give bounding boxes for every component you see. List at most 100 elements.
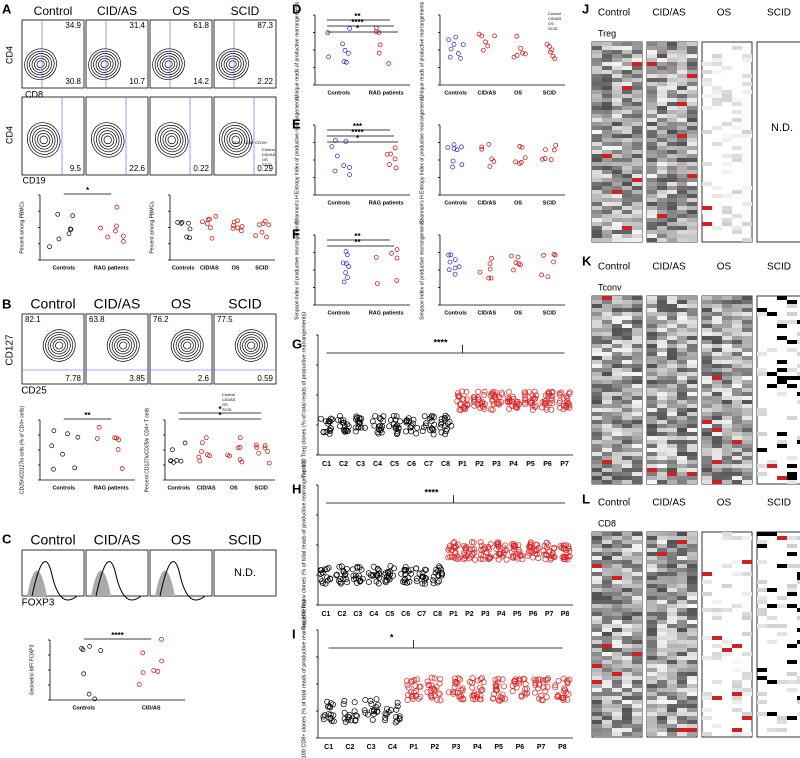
- heatmap-cell: [657, 436, 667, 440]
- heatmap-cell: [657, 720, 667, 724]
- heatmap-cell: [667, 668, 677, 672]
- column-title: OS: [717, 8, 732, 19]
- heatmap-cell: [712, 352, 722, 356]
- heatmap-cell: [712, 612, 722, 616]
- heatmap-cell: [677, 688, 687, 692]
- column-title: OS: [171, 532, 191, 548]
- heatmap-cell: [622, 356, 632, 360]
- label: CID/AS: [478, 90, 497, 96]
- heatmap-cell: [647, 344, 657, 348]
- heatmap-cell: [732, 304, 742, 308]
- heatmap-cell: [602, 464, 612, 468]
- heatmap-cell: [602, 732, 612, 736]
- contour: [182, 341, 192, 350]
- heatmap-cell: [602, 624, 612, 628]
- dot: [488, 267, 492, 271]
- dot: [374, 26, 378, 30]
- heatmap-cell: [712, 360, 722, 364]
- heatmap-cell: [657, 82, 667, 86]
- heatmap-cell: [592, 162, 602, 166]
- heatmap-cell: [687, 564, 697, 568]
- heatmap-cell: [757, 612, 767, 616]
- heatmap-cell: [602, 396, 612, 400]
- heatmap-cell: [602, 628, 612, 632]
- heatmap-cell: [742, 336, 752, 340]
- heatmap-cell: [787, 604, 797, 608]
- heatmap-cell: [612, 636, 622, 640]
- heatmap-cell: [612, 576, 622, 580]
- heatmap-cell: [687, 612, 697, 616]
- heatmap-cell: [647, 150, 657, 154]
- heatmap-cell: [602, 210, 612, 214]
- heatmap-cell: [687, 134, 697, 138]
- heatmap-cell: [647, 90, 657, 94]
- heatmap-cell: [592, 468, 602, 472]
- heatmap-cell: [702, 412, 712, 416]
- heatmap-cell: [732, 348, 742, 352]
- panel-letter: I: [292, 626, 296, 641]
- heatmap-cell: [777, 728, 787, 732]
- heatmap-cell: [657, 640, 667, 644]
- heatmap-cell: [787, 376, 797, 380]
- heatmap-cell: [667, 178, 677, 182]
- heatmap-cell: [677, 644, 687, 648]
- heatmap-cell: [612, 608, 622, 612]
- heatmap-cell: [732, 424, 742, 428]
- heatmap-cell: [602, 684, 612, 688]
- heatmap-cell: [647, 126, 657, 130]
- heatmap-cell: [632, 404, 642, 408]
- heatmap-cell: [622, 214, 632, 218]
- heatmap-cell: [677, 238, 687, 242]
- heatmap-cell: [622, 588, 632, 592]
- heatmap-cell: [667, 408, 677, 412]
- heatmap-cell: [702, 300, 712, 304]
- heatmap-cell: [647, 388, 657, 392]
- heatmap-cell: [657, 452, 667, 456]
- heatmap-cell: [622, 42, 632, 46]
- heatmap-cell: [712, 226, 722, 230]
- dot: [399, 571, 404, 576]
- heatmap-cell: [622, 332, 632, 336]
- heatmap-cell: [622, 86, 632, 90]
- heatmap-cell: [657, 552, 667, 556]
- heatmap-cell: [742, 384, 752, 388]
- label: P5: [526, 461, 535, 468]
- heatmap-cell: [612, 400, 622, 404]
- heatmap-cell: [612, 54, 622, 58]
- dot: [330, 145, 334, 149]
- heatmap-cell: [677, 408, 687, 412]
- heatmap-cell: [622, 624, 632, 628]
- heatmap-cell: [702, 380, 712, 384]
- heatmap-cell: [602, 146, 612, 150]
- dot: [200, 220, 204, 224]
- heatmap-cell: [677, 166, 687, 170]
- heatmap-cell: [602, 58, 612, 62]
- heatmap-cell: [712, 444, 722, 448]
- percent: 82.1: [25, 315, 41, 324]
- label: CID/AS: [200, 265, 219, 271]
- heatmap-cell: [732, 476, 742, 480]
- heatmap-cell: [657, 162, 667, 166]
- heatmap-cell: [647, 118, 657, 122]
- label: CID/AS: [142, 705, 161, 711]
- heatmap-title: Tconv: [598, 282, 622, 292]
- column-title: OS: [171, 296, 191, 312]
- percent: 22.6: [129, 164, 145, 173]
- heatmap-cell: [647, 158, 657, 162]
- heatmap-cell: [777, 444, 787, 448]
- heatmap-cell: [647, 162, 657, 166]
- heatmap-cell: [722, 432, 732, 436]
- heatmap-cell: [702, 308, 712, 312]
- heatmap-cell: [742, 222, 752, 226]
- heatmap-cell: [632, 42, 642, 46]
- label: Controls: [444, 200, 467, 206]
- heatmap-cell: [712, 436, 722, 440]
- label: ****: [111, 631, 124, 640]
- heatmap-cell: [722, 532, 732, 536]
- heatmap-cell: [592, 316, 602, 320]
- heatmap-cell: [742, 392, 752, 396]
- label: OS: [514, 310, 522, 316]
- heatmap-cell: [592, 348, 602, 352]
- heatmap-cell: [677, 576, 687, 580]
- heatmap-cell: [647, 380, 657, 384]
